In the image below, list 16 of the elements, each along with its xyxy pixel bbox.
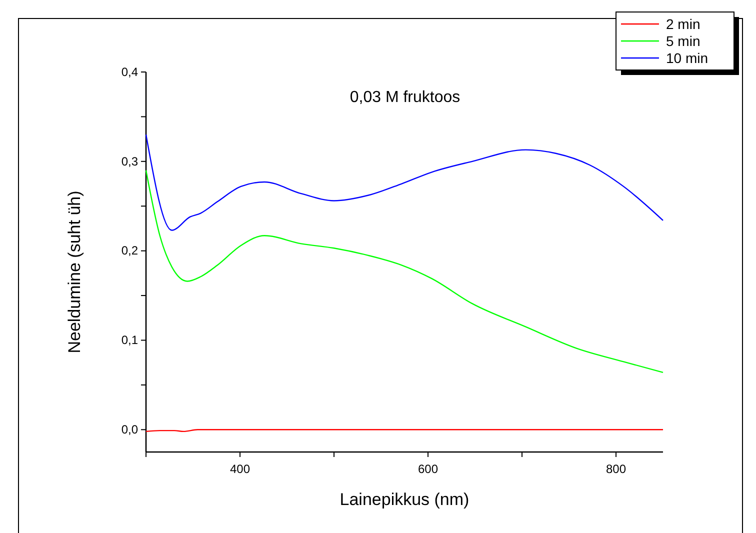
legend-label: 10 min <box>666 50 708 66</box>
legend-label: 2 min <box>666 16 700 32</box>
x-tick-label: 600 <box>418 462 438 476</box>
y-tick-label: 0,0 <box>121 422 138 436</box>
y-tick-label: 0,4 <box>121 64 138 79</box>
text: 0,03 M fruktoos <box>350 89 460 106</box>
y-tick-label: 0,1 <box>121 333 138 348</box>
x-tick-label: 400 <box>230 462 250 476</box>
y-axis-title: Neeldumine (suht üh) <box>65 190 84 354</box>
x-axis-title: Lainepikkus (nm) <box>340 490 470 509</box>
line-series <box>145 134 664 231</box>
line-series <box>145 170 664 374</box>
x-tick-label: 800 <box>606 462 626 476</box>
y-tick-label: 0,3 <box>121 154 138 168</box>
y-tick-label: 0,2 <box>121 244 138 258</box>
legend-label: 5 min <box>666 33 700 49</box>
